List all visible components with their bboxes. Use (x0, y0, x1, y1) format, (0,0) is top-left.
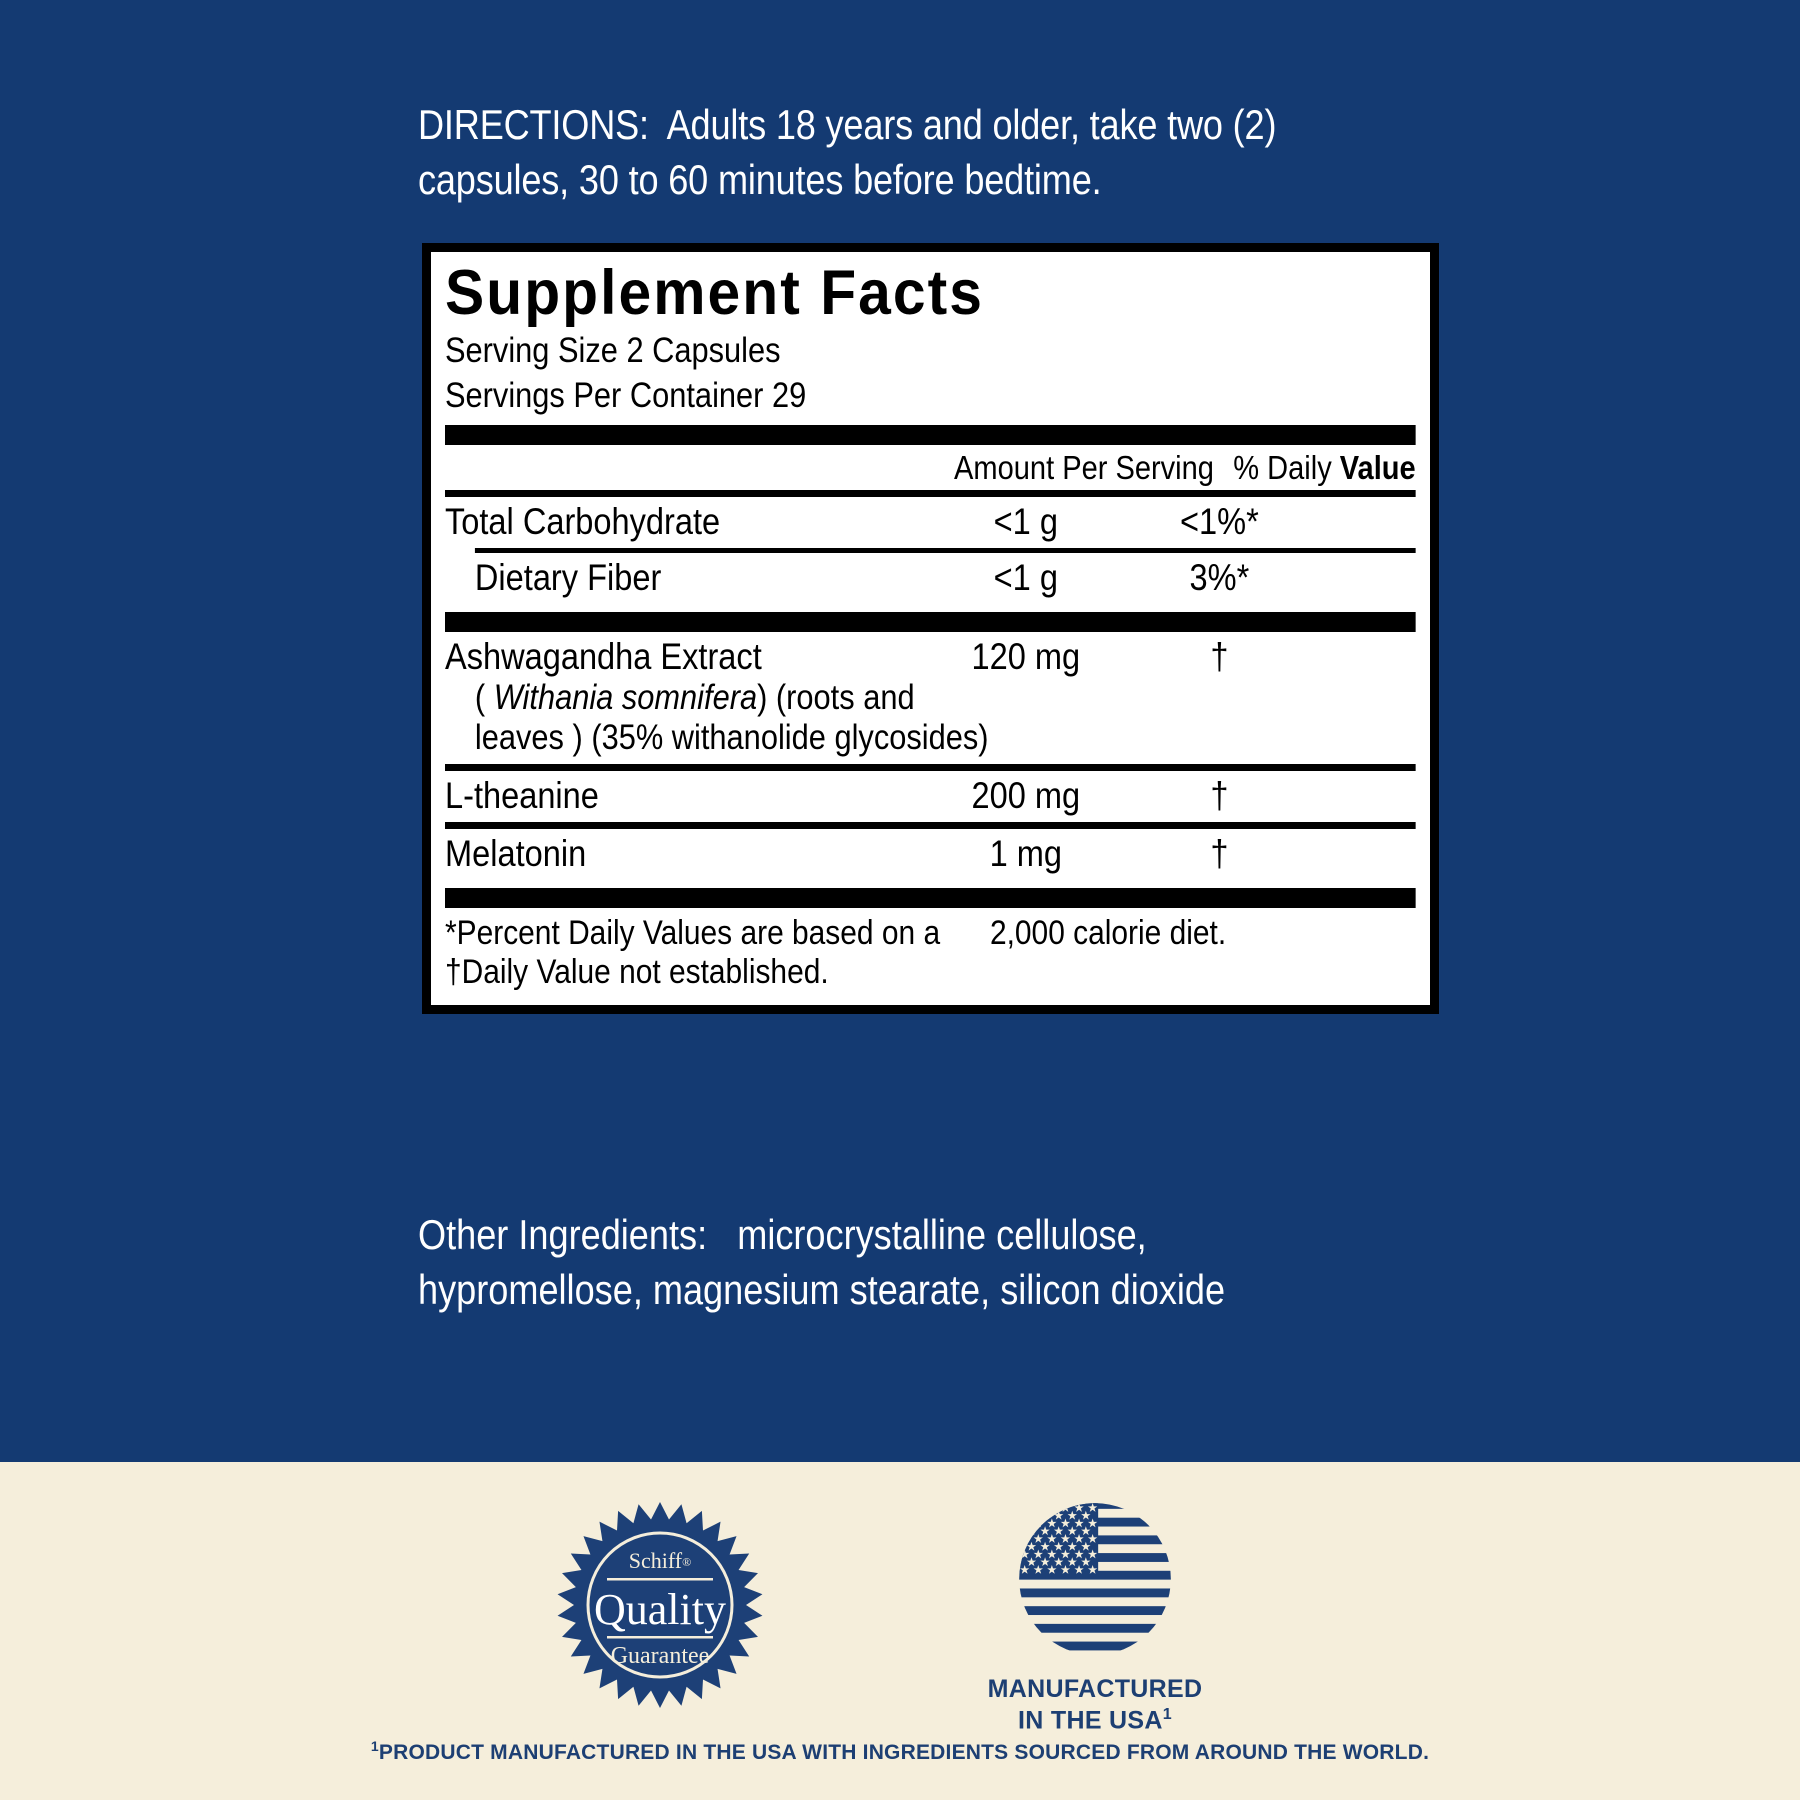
usa-badge-line-1: MANUFACTURED (987, 1675, 1203, 1703)
header-daily-value-bold: Value (1339, 448, 1416, 486)
divider-row-3 (445, 821, 1416, 829)
footnote-block: *Percent Daily Values are based on a 2,0… (445, 908, 1416, 995)
nutrient-daily-value: <1%* (1180, 500, 1259, 542)
divider-row-2 (445, 763, 1416, 771)
nutrient-amount: <1 g (993, 500, 1058, 542)
nutrient-amount: <1 g (993, 556, 1058, 598)
supplement-facts-panel: Supplement Facts Serving Size 2 Capsules… (422, 243, 1439, 1014)
nutrient-daily-value: 3%* (1189, 556, 1250, 598)
nutrient-amount: 120 mg (971, 635, 1081, 677)
usa-badge-line-2: IN THE USA1 (1018, 1705, 1172, 1734)
footnote-percent-daily-value: *Percent Daily Values are based on a 2,0… (445, 913, 1227, 952)
servings-per-container-text: Servings Per Container 29 (445, 376, 807, 416)
table-header-row: Amount Per Serving % Daily Value (445, 445, 1416, 490)
other-ingredients-line-2: hypromellose, magnesium stearate, silico… (418, 1265, 1226, 1313)
cream-footer-panel (0, 1462, 1800, 1800)
disclaimer-superscript: 1 (370, 1738, 379, 1754)
nutrient-sub-line-2: leaves ) (35% withanolide glycosides) (474, 718, 989, 758)
other-ingredients-block: Other Ingredients: microcrystalline cell… (418, 1208, 1304, 1317)
supplement-facts-title: Supplement Facts (445, 258, 984, 328)
directions-line-1: DIRECTIONS: Adults 18 years and older, t… (418, 101, 1277, 148)
directions-line-2: capsules, 30 to 60 minutes before bedtim… (418, 155, 1102, 203)
nutrient-sub-line-1: ( Withania somnifera) (roots and (474, 677, 915, 717)
divider-row-1 (474, 547, 1416, 553)
serving-size-text: Serving Size 2 Capsules (445, 331, 781, 371)
divider-under-header (445, 489, 1416, 497)
manufactured-in-usa-badge: MANUFACTURED IN THE USA1 (945, 1500, 1245, 1735)
nutrient-amount: 1 mg (989, 832, 1062, 874)
divider-thick-mid (445, 611, 1416, 632)
nutrient-name: Melatonin (445, 832, 587, 874)
directions-block: DIRECTIONS: Adults 18 years and older, t… (418, 98, 1304, 207)
seal-main-text: Quality (594, 1585, 726, 1634)
table-row: Dietary Fiber <1 g 3%* (445, 553, 1416, 604)
footnote-dagger: †Daily Value not established. (445, 953, 829, 992)
table-row: L-theanine 200 mg † (445, 771, 1416, 822)
nutrient-amount: 200 mg (971, 774, 1081, 816)
table-row: Total Carbohydrate <1 g <1%* (445, 497, 1416, 548)
quality-seal-starburst-icon: Schiff® Quality Guarantee (557, 1502, 763, 1708)
nutrient-name: Ashwagandha Extract (445, 635, 762, 677)
quality-guarantee-seal: Schiff® Quality Guarantee (555, 1500, 765, 1710)
header-daily-value-prefix: % Daily (1233, 448, 1332, 486)
table-row: Ashwagandha Extract 120 mg † ( Withania … (445, 632, 1416, 764)
table-row: Melatonin 1 mg † (445, 829, 1416, 880)
nutrient-daily-value: † (1210, 635, 1229, 677)
other-ingredients-line-1: Other Ingredients: microcrystalline cell… (418, 1211, 1147, 1258)
divider-thick-top (445, 424, 1416, 445)
nutrient-daily-value: † (1210, 832, 1229, 874)
badges-row: Schiff® Quality Guarantee (0, 1500, 1800, 1735)
seal-brand-text: Schiff® (629, 1548, 692, 1573)
nutrient-name: Dietary Fiber (474, 556, 662, 598)
nutrient-name: Total Carbohydrate (445, 500, 721, 542)
header-amount-per-serving: Amount Per Serving (954, 448, 1214, 486)
nutrient-daily-value: † (1210, 774, 1229, 816)
nutrient-name: L-theanine (445, 774, 599, 816)
disclaimer-text: PRODUCT MANUFACTURED IN THE USA WITH ING… (378, 1741, 1430, 1764)
usa-badge-text: MANUFACTURED IN THE USA1 (945, 1674, 1245, 1735)
divider-thick-bottom (445, 887, 1416, 908)
bottom-disclaimer: 1PRODUCT MANUFACTURED IN THE USA WITH IN… (0, 1738, 1800, 1765)
seal-sub-text: Guarantee (611, 1643, 710, 1669)
botanical-name: Withania somnifera (493, 677, 758, 717)
usa-circular-flag-icon (1019, 1503, 1171, 1655)
